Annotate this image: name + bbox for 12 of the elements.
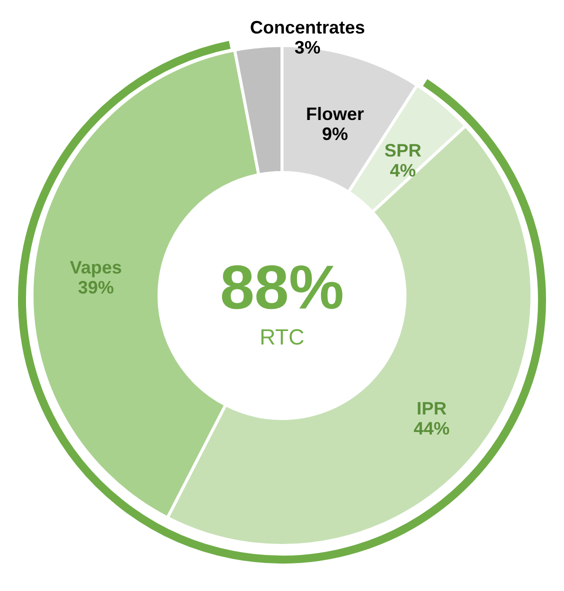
text: 88% — [220, 254, 344, 322]
slice-label: IPR — [416, 398, 447, 418]
data-label: 39% — [78, 278, 114, 298]
slice-label: SPR — [384, 140, 422, 160]
slice-label: Vapes — [70, 258, 122, 278]
slice-label: Concentrates — [250, 18, 365, 38]
data-label: 3% — [294, 38, 320, 58]
slice-label: Flower — [306, 104, 364, 124]
data-label: 44% — [414, 418, 450, 438]
text: RTC — [260, 324, 305, 350]
data-label: 4% — [390, 160, 416, 180]
data-label: 9% — [322, 124, 348, 144]
